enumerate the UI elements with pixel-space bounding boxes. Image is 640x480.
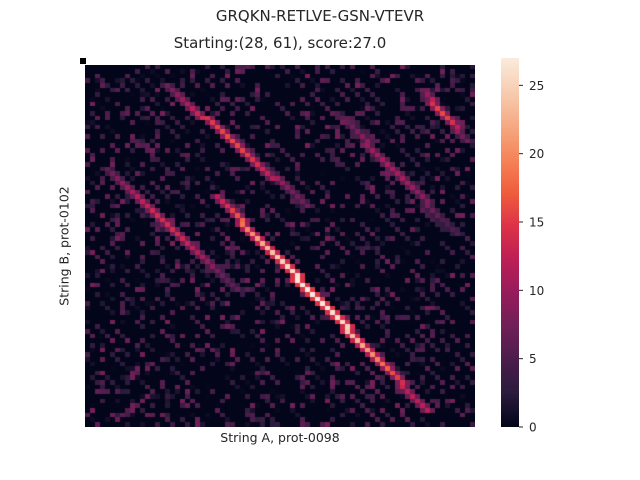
colorbar-tick-label: 15 <box>529 216 544 230</box>
figure-suptitle: GRQKN-RETLVE-GSN-VTEVR <box>215 7 425 25</box>
colorbar-tick-label: 25 <box>529 79 544 93</box>
y-axis-label: String B, prot-0102 <box>56 186 72 306</box>
axes-title: Starting:(28, 61), score:27.0 <box>173 34 387 52</box>
x-axis-label: String A, prot-0098 <box>220 430 340 445</box>
colorbar-tick-label: 0 <box>529 421 537 435</box>
colorbar <box>501 58 519 427</box>
colorbar-ticks: 0 5 10 15 20 25 <box>519 79 544 435</box>
start-cell-marker <box>80 58 86 64</box>
colorbar-tick-label: 20 <box>529 147 544 161</box>
heatmap-cells <box>85 65 475 427</box>
colorbar-tick-label: 10 <box>529 284 544 298</box>
colorbar-tick-label: 5 <box>529 352 537 366</box>
